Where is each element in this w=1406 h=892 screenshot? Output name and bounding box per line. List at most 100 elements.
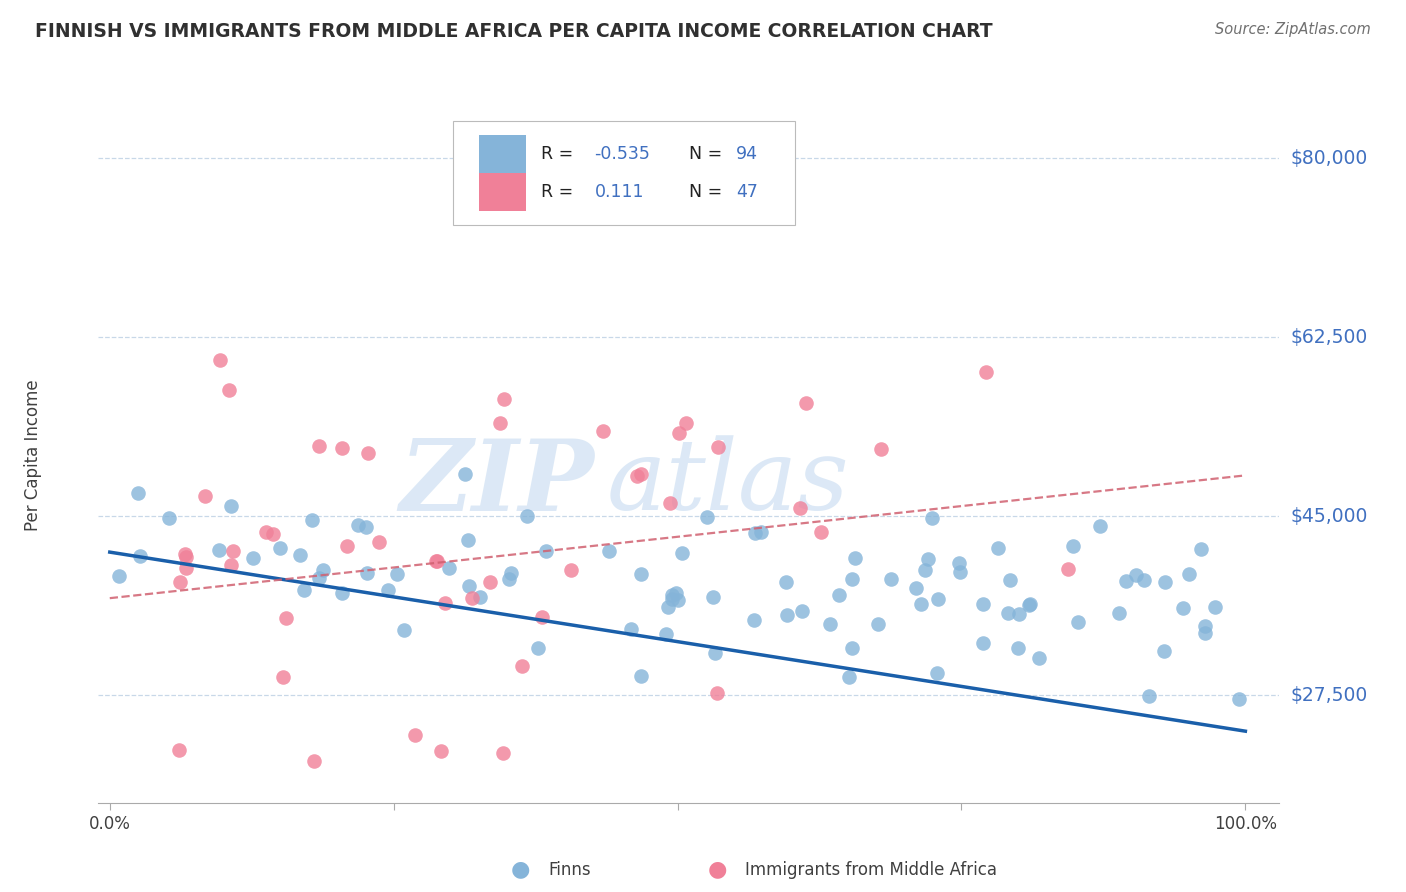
Point [527,640,550,655]
Text: Source: ZipAtlas.com: Source: ZipAtlas.com [1215,22,1371,37]
Point [1204,600,1226,615]
Point [510,658,533,673]
Point [921,511,943,525]
Point [457,533,479,547]
Bar [478,173,526,211]
Point [828,588,851,602]
Point [879,573,901,587]
Text: ●: ● [510,860,530,880]
Point [910,597,932,611]
Point [744,525,766,540]
Point [661,588,683,602]
Point [925,665,948,680]
Point [1173,601,1195,615]
Point [914,562,936,576]
Point [657,599,679,614]
Point [998,574,1021,588]
Point [1133,574,1156,588]
Point [254,525,277,540]
Point [917,552,939,566]
Point [1108,606,1130,620]
Point [501,566,523,580]
Point [655,627,678,641]
Point [271,670,294,684]
Point [430,744,453,758]
Point [775,575,797,590]
Point [308,439,330,453]
Text: N =: N = [689,183,723,201]
Point [494,392,516,407]
Point [868,617,890,632]
Text: ZIP: ZIP [399,434,595,531]
Point [292,582,315,597]
Point [668,425,690,440]
Point [789,500,811,515]
Point [904,581,927,595]
Point [1028,651,1050,665]
Point [169,574,191,589]
Text: 47: 47 [737,183,758,201]
Point [478,574,501,589]
Point [301,513,323,527]
Point [221,558,243,572]
Point [367,535,389,549]
Point [749,525,772,540]
Point [974,365,997,379]
Point [841,640,863,655]
Text: -0.535: -0.535 [595,145,651,163]
Text: FINNISH VS IMMIGRANTS FROM MIDDLE AFRICA PER CAPITA INCOME CORRELATION CHART: FINNISH VS IMMIGRANTS FROM MIDDLE AFRICA… [35,22,993,41]
Text: Immigrants from Middle Africa: Immigrants from Middle Africa [745,861,997,879]
Point [1018,597,1040,611]
Point [972,598,994,612]
Point [434,596,457,610]
Point [347,518,370,533]
Point [157,511,180,525]
Point [1008,607,1031,621]
Point [218,383,240,397]
Point [194,490,217,504]
Point [661,591,683,606]
Point [274,611,297,625]
Point [461,591,484,605]
Point [987,541,1010,555]
Point [1194,619,1216,633]
Point [385,566,408,581]
Point [704,646,727,660]
Text: 94: 94 [737,145,758,163]
Point [592,425,614,439]
Point [302,754,325,768]
Point [776,607,799,622]
Point [454,467,477,482]
Point [626,469,648,483]
Point [129,549,152,563]
Point [707,440,730,454]
Point [354,520,377,534]
Point [336,539,359,553]
Point [269,541,291,556]
Point [696,509,718,524]
Text: 0.111: 0.111 [595,183,644,201]
Point [1154,574,1177,589]
Point [219,500,242,514]
Text: N =: N = [689,145,723,163]
Point [949,565,972,579]
Point [675,416,697,430]
Point [844,551,866,566]
Point [997,606,1019,620]
Point [666,592,689,607]
Point [489,416,512,430]
Point [167,743,190,757]
Point [173,547,195,561]
Point [972,635,994,649]
Point [308,571,330,585]
Point [702,591,724,605]
Point [1194,626,1216,640]
Point [208,543,231,558]
Point [630,669,652,683]
Point [790,604,813,618]
Point [810,524,832,539]
Text: $27,500: $27,500 [1291,686,1368,705]
Point [1007,640,1029,655]
Point [426,554,449,568]
Point [312,563,335,577]
